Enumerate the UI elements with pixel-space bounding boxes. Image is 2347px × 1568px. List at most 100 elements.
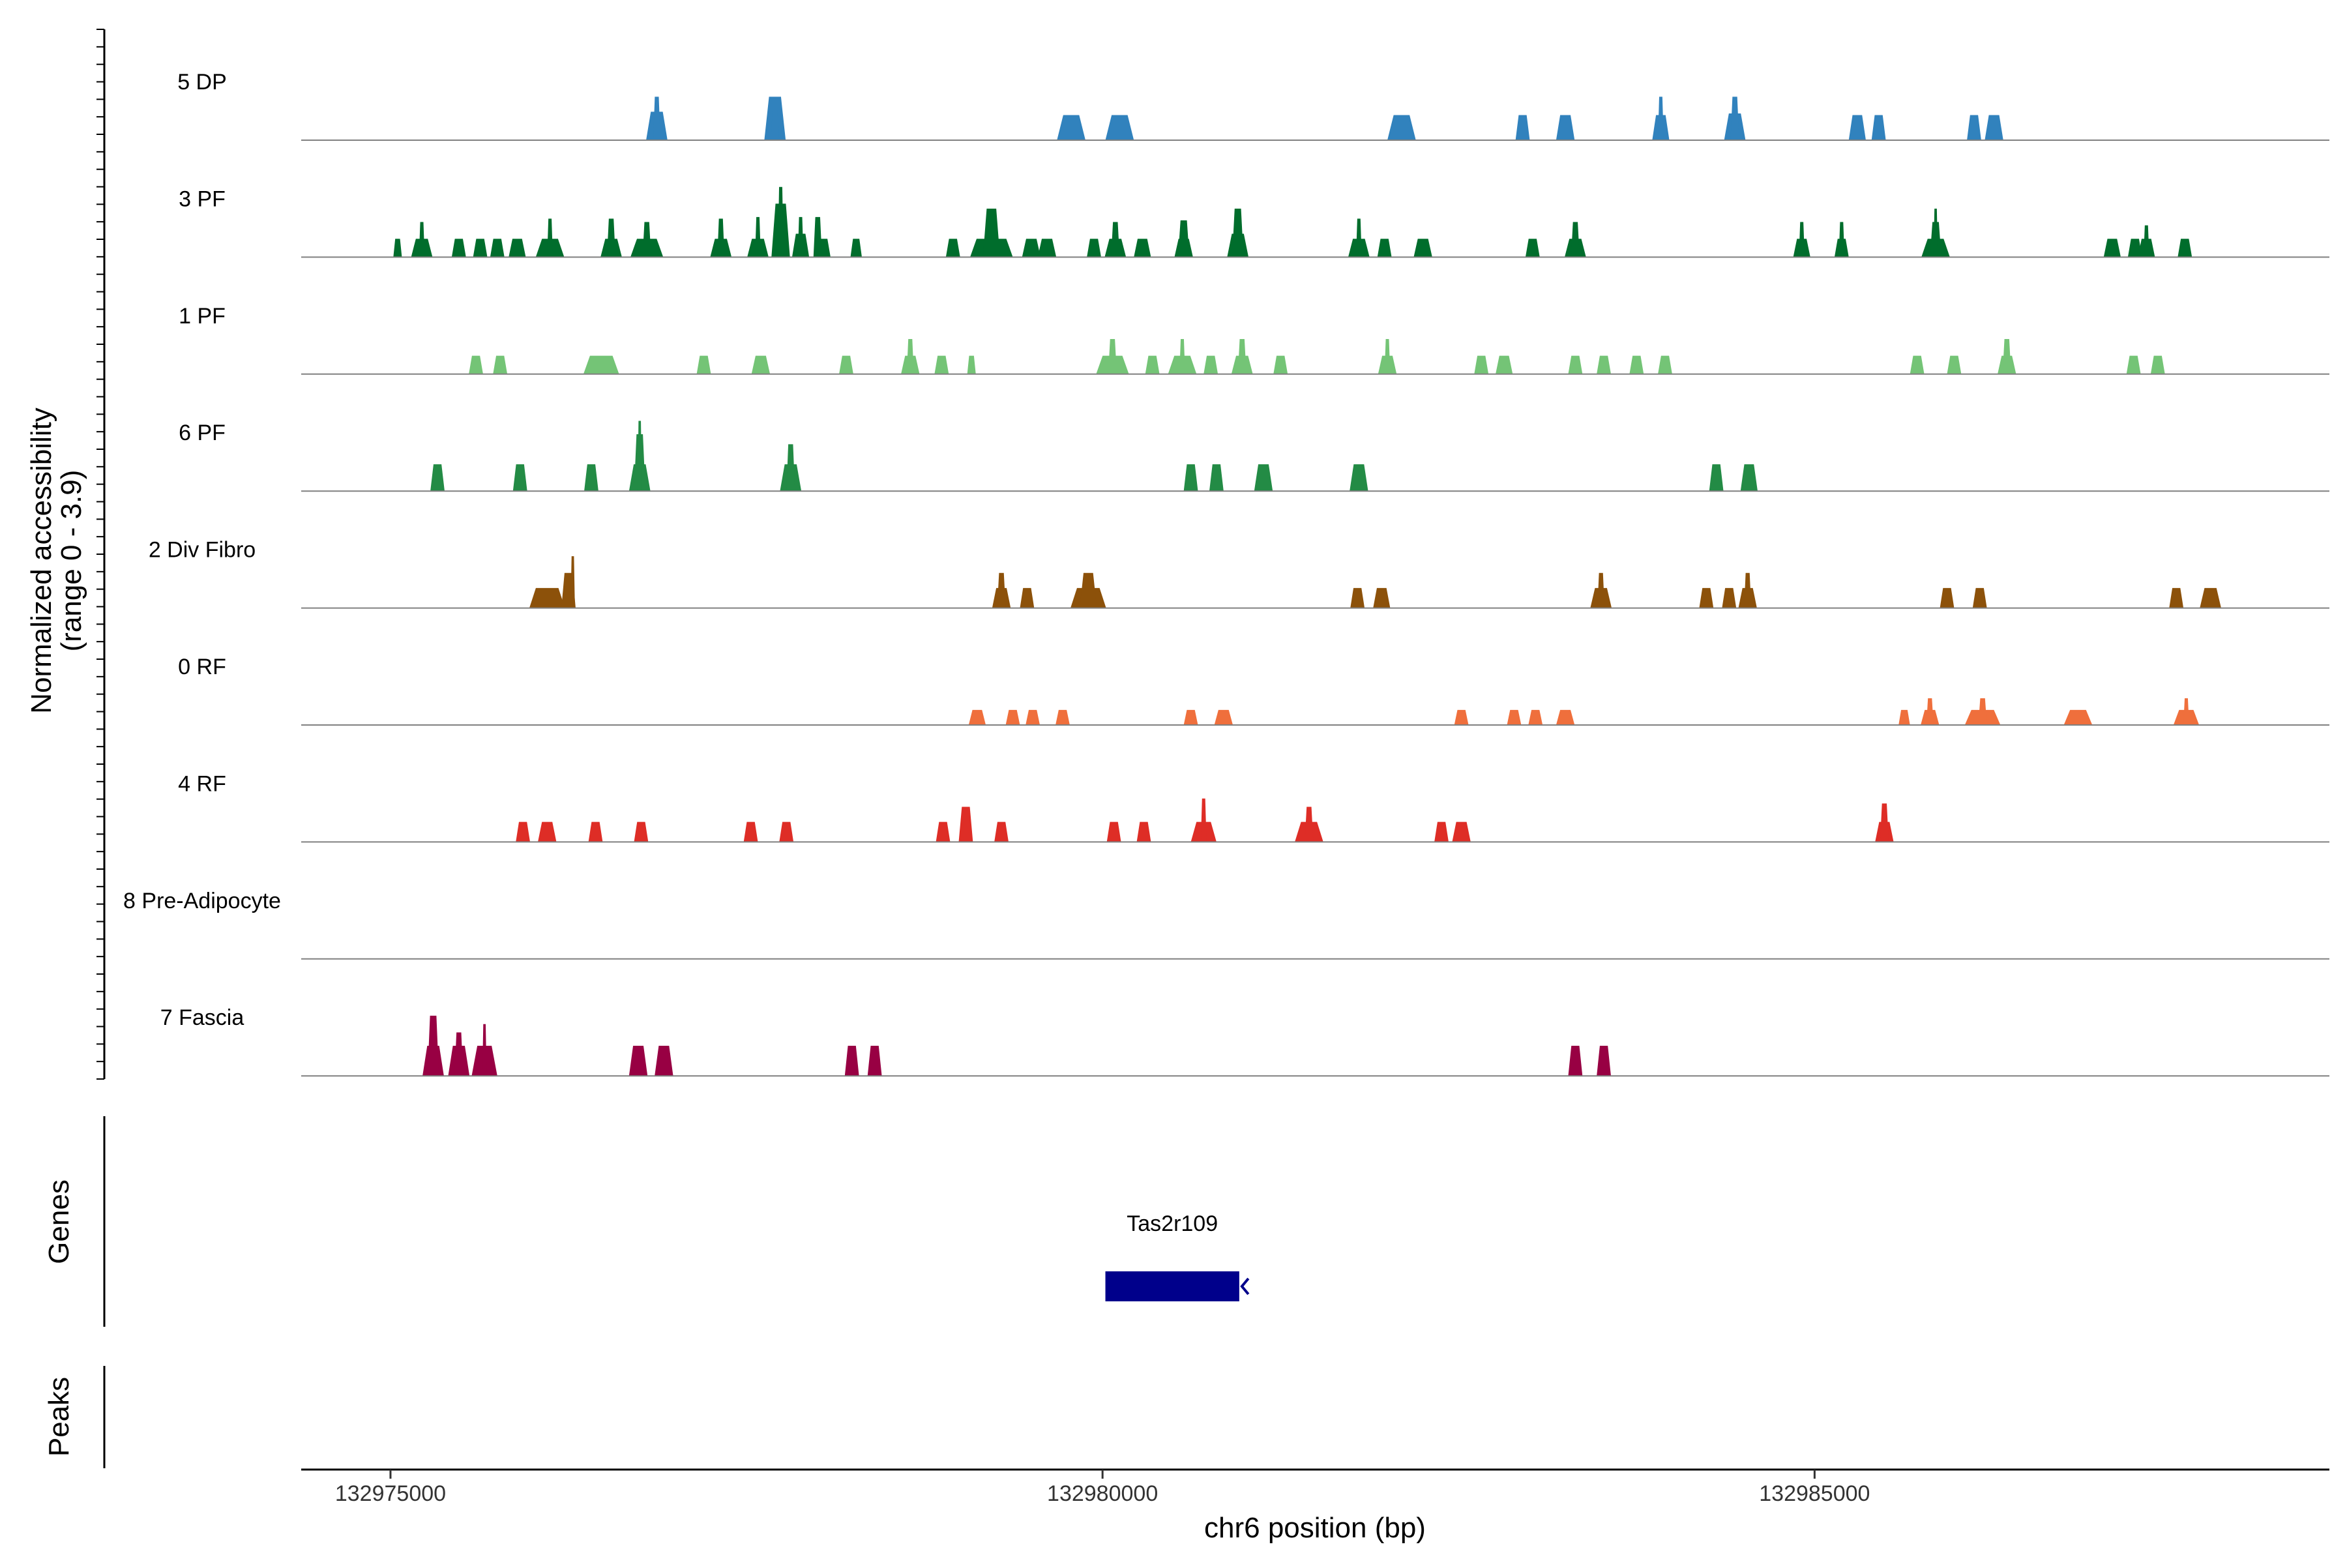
coverage-peak (454, 1032, 464, 1076)
track-label: 7 Fascia (160, 1005, 244, 1030)
coverage-peak (1350, 587, 1365, 608)
coverage-peak (936, 821, 951, 842)
x-axis-ticks: 132975000 132980000 132985000 (335, 1470, 1870, 1506)
coverage-y-axis (96, 29, 106, 1080)
coverage-peak (1556, 709, 1575, 725)
coverage-peak (1203, 355, 1218, 374)
coverage-peak (2126, 355, 2141, 374)
coverage-peak (2103, 239, 2121, 258)
track-1-pf: 1 PF (179, 304, 2329, 375)
coverage-peak (1933, 209, 1938, 258)
coverage-peak (2063, 709, 2093, 725)
track-label: 6 PF (179, 421, 226, 445)
coverage-peak (529, 587, 565, 608)
coverage-peak (1848, 115, 1866, 140)
coverage-peak (1898, 709, 1910, 725)
x-axis-tick-label: 132975000 (335, 1481, 446, 1506)
coverage-peak (1377, 239, 1392, 258)
coverage-peak (1744, 572, 1752, 608)
coverage-peak (512, 464, 527, 492)
coverage-peak (1452, 821, 1471, 842)
coverage-peak (451, 239, 466, 258)
coverage-peak (1087, 239, 1101, 258)
coverage-peak (427, 1015, 439, 1076)
coverage-peak (1209, 464, 1224, 492)
coverage-peak (653, 96, 660, 140)
coverage-peak (1978, 698, 1987, 725)
gene-strand-arrow (1240, 1277, 1250, 1295)
track-5-dp: 5 DP (177, 70, 2329, 141)
coverage-peak (1108, 338, 1117, 374)
track-4-rf: 4 RF (178, 771, 2329, 843)
peaks-panel: Peaks (43, 1366, 106, 1468)
coverage-peak (1568, 355, 1583, 374)
coverage-peak (2169, 587, 2184, 608)
coverage-peak (1556, 115, 1575, 140)
coverage-peak (606, 218, 616, 258)
coverage-peak (743, 821, 758, 842)
coverage-peak (1387, 115, 1416, 140)
coverage-peak (430, 464, 445, 492)
coverage-peak (2183, 698, 2189, 725)
x-axis: 132975000 132980000 132985000 chr6 positio… (301, 1468, 2329, 1544)
coverage-peak (771, 110, 780, 140)
coverage-peak (1496, 355, 1513, 374)
coverage-peak (751, 355, 771, 374)
coverage-peak (1022, 239, 1041, 258)
coverage-peak (1384, 338, 1391, 374)
coverage-peak (1722, 587, 1737, 608)
coverage-peak (1413, 239, 1432, 258)
coverage-peak (538, 821, 557, 842)
track-label: 8 Pre-Adipocyte (123, 889, 281, 913)
coverage-peak (982, 209, 1000, 258)
coverage-peak (755, 216, 761, 258)
coverage-peak (490, 239, 505, 258)
coverage-peak (1730, 96, 1739, 140)
track-label: 0 RF (178, 655, 226, 679)
coverage-peak (1597, 1046, 1611, 1076)
coverage-peak (850, 239, 862, 258)
track-2-div-fibro: 2 Div Fibro (149, 538, 2329, 609)
coverage-peak (642, 222, 651, 258)
track-0-rf: 0 RF (178, 655, 2329, 726)
coverage-peak (1910, 355, 1925, 374)
coverage-peak (844, 1046, 859, 1076)
coverage-peak (1940, 587, 1955, 608)
coverage-peak (967, 355, 976, 374)
gene-body (1105, 1271, 1239, 1301)
coverage-peak (1020, 587, 1035, 608)
coverage-peak (2150, 355, 2165, 374)
coverage-peak (1454, 709, 1469, 725)
coverage-peak (1571, 222, 1580, 258)
coverage-peak (1355, 218, 1362, 258)
coverage-peak (2177, 239, 2192, 258)
coverage-peak (997, 572, 1006, 608)
coverage-peak (786, 444, 795, 492)
coverage-peak (473, 239, 488, 258)
y-axis-title: Normalized accessibility (range 0 - 3.9) (25, 407, 87, 713)
y-axis-title-line1: Normalized accessibility (25, 407, 57, 713)
genes-panel: Genes Tas2r109 (43, 1116, 1250, 1327)
track-6-pf: 6 PF (179, 421, 2329, 492)
coverage-peak (469, 355, 483, 374)
coverage-peak (2002, 338, 2011, 374)
coverage-peak (1629, 355, 1644, 374)
coverage-peak (1947, 355, 1962, 374)
coverage-peak (958, 806, 973, 842)
coverage-tracks: 5 DP 3 PF 1 PF 6 PF 2 Div Fibro 0 RF 4 RF 8 Pre… (123, 70, 2329, 1077)
coverage-peak (1237, 338, 1247, 374)
coverage-peak (797, 216, 804, 258)
coverage-peak (583, 355, 619, 374)
coverage-peak (934, 355, 949, 374)
coverage-peak (1214, 709, 1233, 725)
coverage-peak (509, 239, 526, 258)
coverage-peak (588, 821, 603, 842)
coverage-peak (1597, 355, 1611, 374)
coverage-peak (1026, 709, 1041, 725)
coverage-peak (493, 355, 508, 374)
coverage-peak (1111, 222, 1120, 258)
track-8-pre-adipocyte: 8 Pre-Adipocyte (123, 889, 2329, 960)
coverage-peak (1254, 464, 1273, 492)
coverage-peak (1985, 115, 2003, 140)
